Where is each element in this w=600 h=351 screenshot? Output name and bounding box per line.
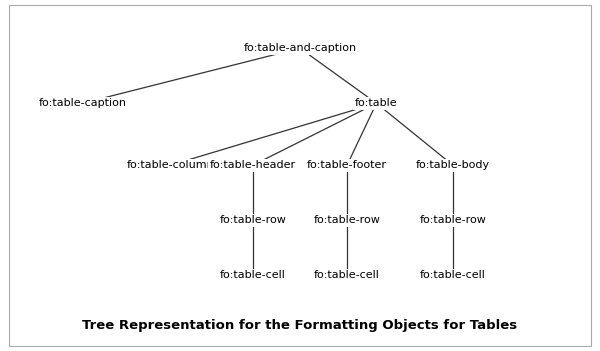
Text: fo:table-and-caption: fo:table-and-caption	[244, 43, 356, 53]
Text: fo:table-body: fo:table-body	[416, 160, 490, 170]
Text: Tree Representation for the Formatting Objects for Tables: Tree Representation for the Formatting O…	[82, 319, 518, 332]
Text: fo:table-footer: fo:table-footer	[307, 160, 387, 170]
Text: fo:table-cell: fo:table-cell	[420, 270, 486, 280]
Text: fo:table-row: fo:table-row	[419, 215, 487, 225]
Text: fo:table-cell: fo:table-cell	[220, 270, 286, 280]
Text: fo:table-column: fo:table-column	[127, 160, 215, 170]
Text: fo:table: fo:table	[355, 98, 398, 108]
Text: fo:table-caption: fo:table-caption	[38, 98, 127, 108]
Text: fo:table-row: fo:table-row	[220, 215, 286, 225]
Text: fo:table-cell: fo:table-cell	[314, 270, 380, 280]
Text: fo:table-row: fo:table-row	[314, 215, 380, 225]
Text: fo:table-header: fo:table-header	[210, 160, 296, 170]
